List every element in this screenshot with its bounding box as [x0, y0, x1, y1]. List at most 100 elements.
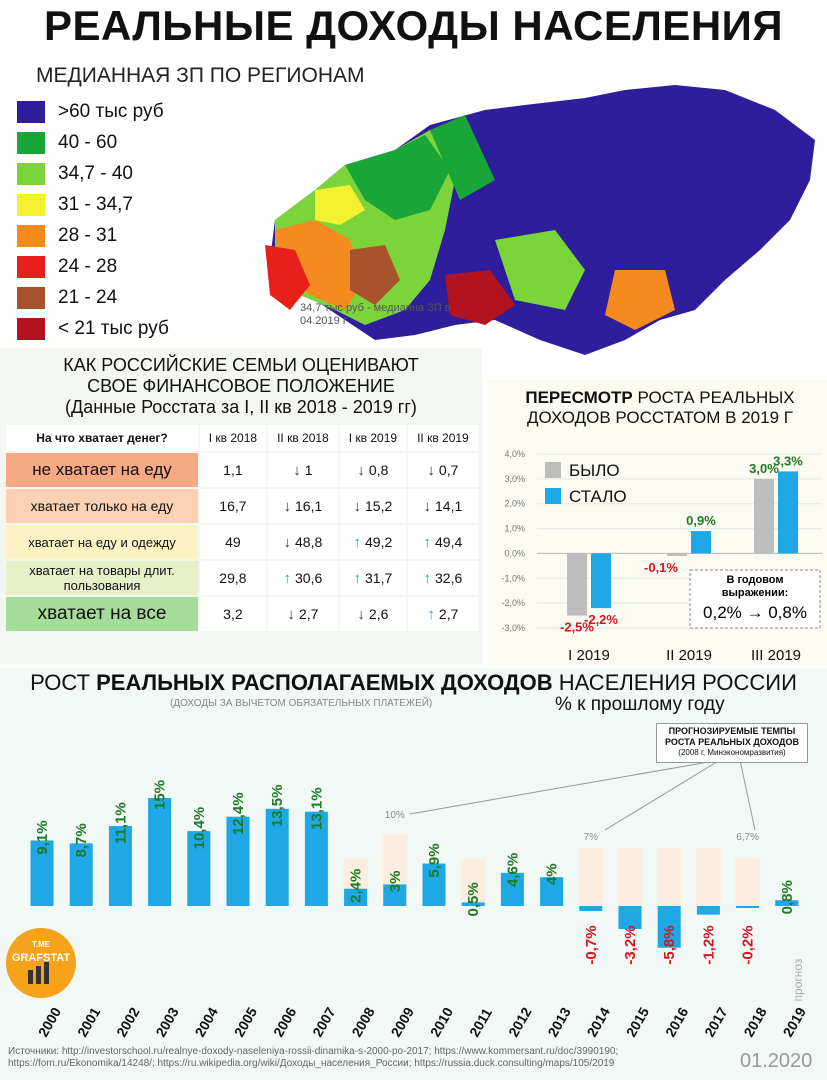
growth-bar — [696, 906, 720, 915]
forecast-line2: РОСТА РЕАЛЬНЫХ ДОХОДОВ — [665, 737, 799, 747]
x-tick-label: 2011 — [466, 1005, 495, 1039]
x-tick-label: 2009 — [388, 1004, 418, 1039]
table-cell: ↓ 16,1 — [267, 489, 338, 523]
x-tick-label: 2005 — [231, 1004, 261, 1039]
growth-bar — [69, 843, 93, 906]
legend-swatch — [16, 130, 46, 155]
arrow-up-icon: ↑ — [353, 569, 362, 587]
map-region-siberia — [495, 230, 585, 310]
map-region-north — [345, 135, 450, 220]
y-tick-label: 0,0% — [504, 548, 525, 558]
growth-bar — [736, 906, 760, 908]
bar-value-label: -2,2% — [584, 612, 618, 627]
date-stamp: 01.2020 — [740, 1050, 813, 1072]
grafstat-logo: T.ME GRAFSTAT — [6, 928, 76, 998]
bar-БЫЛО — [667, 553, 687, 556]
x-tick-label: 2004 — [192, 1004, 222, 1039]
table-cell: 29,8 — [200, 561, 266, 595]
y-tick-label: 1,0% — [504, 524, 525, 534]
growth-bar — [187, 831, 211, 906]
table-row: хватает на еду и одежду 49 ↓ 48,8 ↑ 49,2 ↑ 49,4 — [6, 525, 478, 559]
legend-label: 34,7 - 40 — [58, 162, 133, 184]
arrow-up-icon: ↑ — [423, 533, 432, 551]
page-title: РЕАЛЬНЫЕ ДОХОДЫ НАСЕЛЕНИЯ — [43, 2, 784, 49]
annual-label: выражении: — [722, 587, 789, 599]
row-label: не хватает на еду — [6, 453, 198, 487]
forecast-line1: ПРОГНОЗИРУЕМЫЕ ТЕМПЫ — [668, 726, 796, 736]
logo-bar-icon — [28, 970, 33, 984]
legend-label: 21 - 24 — [58, 286, 118, 308]
legend-item: 21 - 24 — [16, 282, 169, 313]
map-region-ural-south — [350, 245, 400, 305]
families-title-line3: (Данные Росстата за I, II кв 2018 - 2019… — [65, 397, 417, 417]
annual-box — [689, 569, 821, 629]
growth-chart: 9,1% 2000 8,7% 2001 11,1% 2002 15% 2003 10,4% 200… — [30, 759, 809, 1040]
forecast-label: 6,7% — [736, 832, 759, 843]
arrow-down-icon: ↓ — [357, 605, 365, 623]
cell-value: 2,7 — [438, 605, 459, 622]
arrow-down-icon: ↓ — [423, 497, 432, 515]
families-title-line1: КАК РОССИЙСКИЕ СЕМЬИ ОЦЕНИВАЮТ — [63, 355, 419, 375]
cell-value: 2,6 — [368, 605, 389, 622]
bar-value-label: 13,1% — [308, 787, 325, 830]
cell-value: 14,1 — [435, 497, 463, 514]
table-header-cell: I кв 2019 — [339, 425, 406, 451]
growth-bar — [265, 808, 289, 906]
bar-value-label: -2,5% — [560, 620, 594, 635]
growth-bar — [30, 840, 54, 906]
legend-item: 24 - 28 — [16, 251, 169, 282]
forecast-line3: (2008 г, Минэкономразвития) — [678, 748, 786, 757]
legend-label: < 21 тыс руб — [58, 317, 169, 339]
arrow-down-icon: ↓ — [353, 497, 362, 515]
bar-value-label: 0,5% — [465, 882, 482, 916]
x-tick-label: 2008 — [348, 1004, 378, 1039]
table-header-cell: II кв 2019 — [407, 425, 478, 451]
map-subtitle: МЕДИАННАЯ ЗП ПО РЕГИОНАМ — [36, 64, 365, 87]
arrow-up-icon: ↑ — [283, 569, 292, 587]
legend-item: < 21 тыс руб — [16, 313, 169, 344]
x-tick-label: III 2019 — [751, 647, 801, 664]
families-table-body: не хватает на еду 1,1 ↓ 1 ↓ 0,8 ↓ 0,7 хватает то… — [6, 453, 478, 631]
legend-item: 28 - 31 — [16, 220, 169, 251]
table-cell: 16,7 — [200, 489, 266, 523]
growth-bar — [500, 872, 524, 906]
growth-bar — [226, 816, 250, 906]
y-tick-label: 2,0% — [504, 499, 525, 509]
annual-label: В годовом — [726, 574, 783, 586]
table-cell: 1,1 — [200, 453, 266, 487]
table-row: не хватает на еду 1,1 ↓ 1 ↓ 0,8 ↓ 0,7 — [6, 453, 478, 487]
x-tick-label: 2001 — [74, 1004, 104, 1039]
arrow-down-icon: ↓ — [427, 461, 435, 479]
table-cell: ↑ 30,6 — [267, 561, 338, 595]
legend-swatch — [16, 192, 46, 217]
table-cell: ↓ 48,8 — [267, 525, 338, 559]
map-region-arctic — [430, 115, 495, 200]
forecast-bar — [460, 859, 486, 906]
row-label: хватает только на еду — [6, 489, 198, 523]
x-tick-label: 2002 — [113, 1004, 143, 1039]
legend-label: 28 - 31 — [58, 224, 118, 246]
arrow-down-icon: ↓ — [283, 533, 292, 551]
table-header-cell: На что хватает денег? — [6, 425, 198, 451]
growth-bar — [344, 888, 368, 906]
growth-bar — [304, 811, 328, 906]
sources-text: Источники: http://investorschool.ru/real… — [8, 1046, 619, 1069]
growth-bar — [461, 902, 485, 906]
cell-value: 49 — [225, 534, 241, 550]
table-cell: ↑ 32,6 — [407, 561, 478, 595]
arrow-down-icon: ↓ — [287, 605, 295, 623]
x-tick-label: 2012 — [505, 1004, 535, 1039]
revision-chart: 4,0% 3,0% 2,0% 1,0% 0,0% -1,0% -2,0% -3,0% -2,5%… — [501, 449, 822, 664]
families-table: На что хватает денег? I кв 2018 II кв 2018… — [4, 423, 480, 633]
table-cell: ↓ 14,1 — [407, 489, 478, 523]
bar-value-label: 11,1% — [112, 802, 129, 844]
cell-value: 30,6 — [295, 569, 323, 586]
growth-unit: % к прошлому году — [555, 694, 725, 715]
legend-label: 31 - 34,7 — [58, 193, 133, 215]
table-header-cell: II кв 2018 — [267, 425, 338, 451]
table-cell: 3,2 — [200, 597, 266, 631]
y-tick-label: -2,0% — [501, 598, 525, 608]
logo-top-text: T.ME — [31, 940, 51, 949]
growth-bar — [540, 877, 564, 906]
map-region-northwest — [315, 185, 365, 225]
